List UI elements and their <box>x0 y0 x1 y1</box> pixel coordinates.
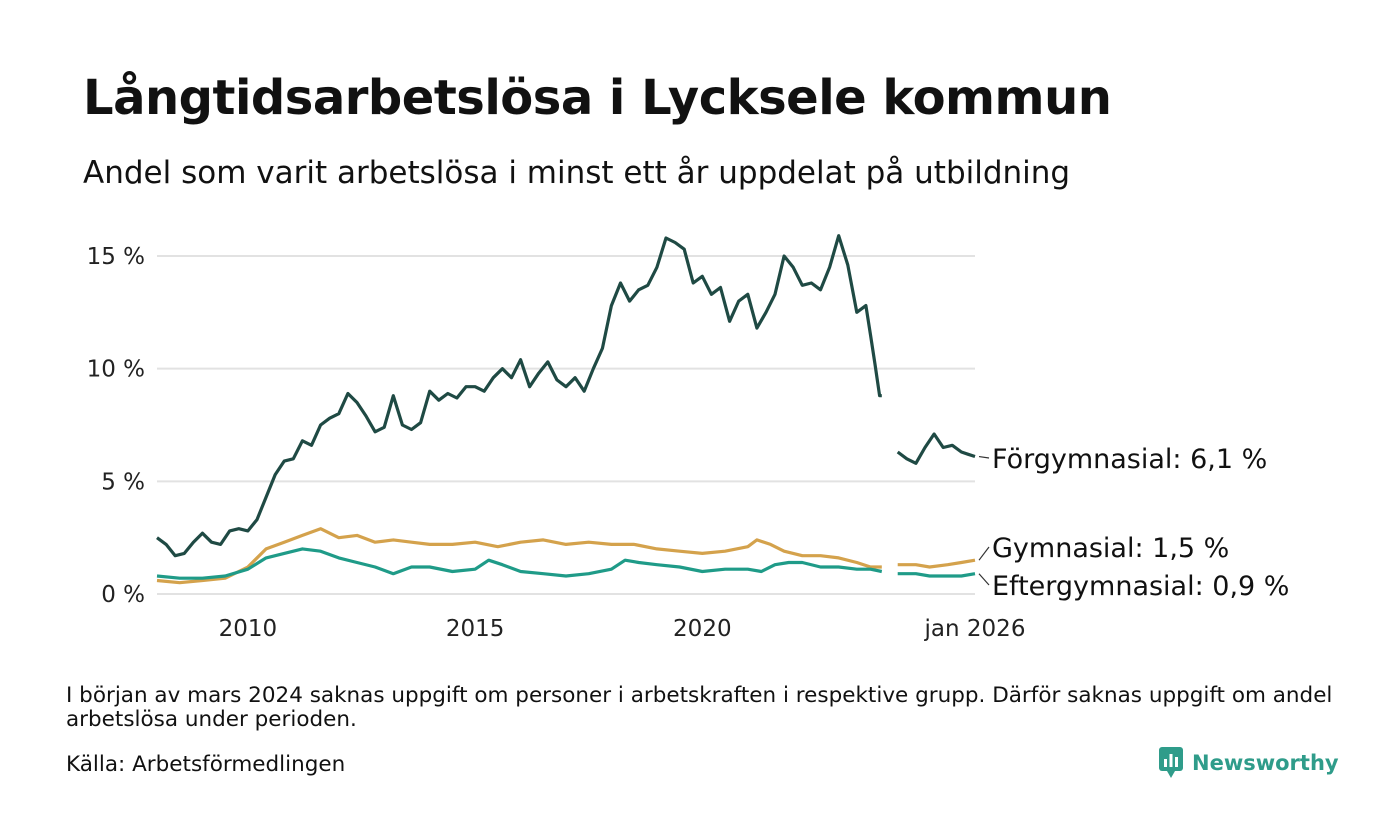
chart-subtitle: Andel som varit arbetslösa i minst ett å… <box>83 155 1071 191</box>
y-tick-label: 0 % <box>101 582 145 608</box>
x-axis-ticks: 2010 2015 2020 jan 2026 <box>219 616 1026 642</box>
x-tick-label: jan 2026 <box>924 616 1026 642</box>
newsworthy-logo-icon <box>1159 747 1183 778</box>
series-line-gymnasial <box>156 527 882 585</box>
end-label-förgymnasial: Förgymnasial: 6,1 % <box>992 444 1267 475</box>
x-tick-label: 2015 <box>446 616 505 642</box>
end-labels: Förgymnasial: 6,1 % Gymnasial: 1,5 % Efter… <box>978 444 1289 602</box>
source-line: Källa: Arbetsförmedlingen <box>66 752 346 777</box>
y-tick-label: 5 % <box>101 469 145 495</box>
series-line-förgymnasial <box>156 234 882 558</box>
end-label-eftergymnasial: Eftergymnasial: 0,9 % <box>992 571 1289 602</box>
y-axis-ticks: 0 % 5 % 10 % 15 % <box>87 244 145 608</box>
brand-name: Newsworthy <box>1192 751 1339 775</box>
x-tick-label: 2020 <box>673 616 732 642</box>
series-lines <box>156 234 976 585</box>
series-line-förgymnasial <box>896 432 976 465</box>
y-tick-label: 10 % <box>87 357 145 383</box>
chart-title: Långtidsarbetslösa i Lycksele kommun <box>83 70 1112 126</box>
brand-logo: Newsworthy <box>1158 746 1339 780</box>
gridlines <box>157 255 975 595</box>
x-tick-label: 2010 <box>219 616 278 642</box>
label-leader-line <box>978 573 990 586</box>
series-line-eftergymnasial <box>156 547 883 580</box>
label-leader-line <box>978 455 990 459</box>
label-leader-line <box>978 546 990 561</box>
line-chart: 0 % 5 % 10 % 15 % 2010 2015 2020 jan 2026 Förg… <box>87 234 1289 642</box>
footnote: I början av mars 2024 saknas uppgift om … <box>66 683 1333 732</box>
series-line-eftergymnasial <box>897 572 976 578</box>
y-tick-label: 15 % <box>87 244 145 270</box>
end-label-gymnasial: Gymnasial: 1,5 % <box>992 533 1229 564</box>
series-line-gymnasial <box>897 558 976 569</box>
